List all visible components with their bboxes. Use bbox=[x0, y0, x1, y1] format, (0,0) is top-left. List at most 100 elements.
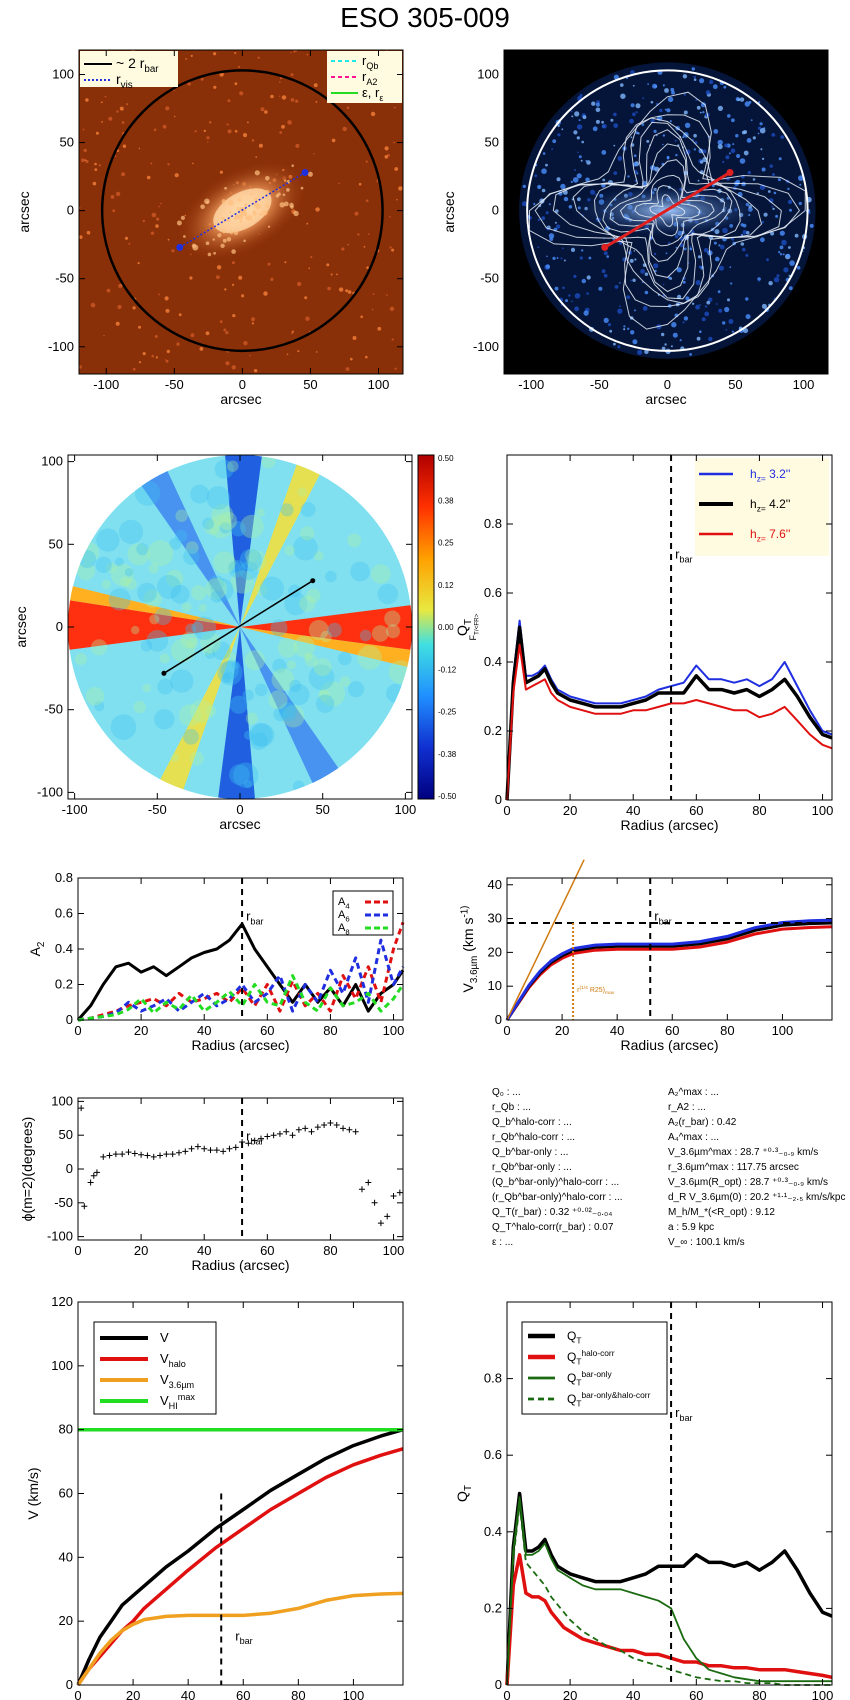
fourier-legend-label: A6 bbox=[338, 909, 350, 923]
image-clump bbox=[236, 206, 240, 211]
rotation-series-mid bbox=[505, 921, 833, 1021]
image-star bbox=[231, 365, 236, 370]
image-clump bbox=[226, 237, 232, 242]
residual-contour bbox=[602, 143, 733, 278]
residual-speckle bbox=[715, 303, 718, 305]
text-part: V (km/s) bbox=[25, 1467, 41, 1519]
image-star bbox=[363, 246, 366, 248]
image-clump bbox=[254, 170, 260, 176]
qt_decomp-xtick-label: 40 bbox=[626, 1688, 640, 1700]
gravity_map-blob bbox=[202, 517, 215, 530]
residual-speckle bbox=[696, 336, 701, 341]
gravity_map-blob bbox=[320, 630, 332, 643]
velocity-series-2 bbox=[76, 1591, 404, 1686]
gravity_map-blob bbox=[180, 631, 198, 649]
image-star bbox=[101, 121, 103, 123]
residual-speckle bbox=[573, 130, 578, 135]
residual-speckle bbox=[571, 115, 574, 118]
residual-speckle bbox=[576, 124, 583, 130]
residual-speckle bbox=[576, 136, 580, 140]
phase-point bbox=[78, 1105, 85, 1112]
residual-speckle bbox=[683, 247, 687, 251]
text-part: z= bbox=[757, 474, 766, 484]
image-star bbox=[216, 265, 222, 270]
residual-speckle bbox=[545, 163, 548, 167]
phase-xtick-label: 60 bbox=[260, 1243, 274, 1258]
residual-speckle bbox=[727, 298, 730, 302]
text-part: bar bbox=[679, 1413, 692, 1423]
image-clump bbox=[213, 251, 217, 255]
residual-speckle bbox=[614, 285, 619, 289]
image-legend-label: ε, rε bbox=[362, 85, 383, 103]
residual-speckle bbox=[592, 126, 598, 132]
gravity_map-blob bbox=[178, 704, 202, 727]
phase-xtick-label: 100 bbox=[383, 1243, 405, 1258]
image-clump bbox=[192, 244, 199, 251]
image-star bbox=[153, 128, 157, 132]
text-part: Radius (arcsec) bbox=[191, 1037, 289, 1053]
residual-speckle bbox=[623, 325, 626, 328]
image-star bbox=[255, 156, 258, 158]
image-star bbox=[98, 164, 101, 167]
image-star bbox=[341, 247, 345, 251]
image-clump bbox=[180, 215, 185, 220]
text-part: Q bbox=[567, 1371, 576, 1385]
gravity_map-blob bbox=[229, 561, 241, 573]
gravity_map-blob bbox=[198, 604, 207, 612]
phase-point bbox=[346, 1126, 353, 1133]
qt_models-xtick-label: 20 bbox=[563, 803, 577, 818]
image-clump bbox=[229, 231, 233, 235]
fourier-xlabel: Radius (arcsec) bbox=[191, 1037, 289, 1053]
residual-speckle bbox=[556, 224, 561, 229]
text-part: 3.2'' bbox=[766, 467, 791, 481]
image-star bbox=[224, 288, 227, 291]
gravity_map-blob bbox=[206, 486, 231, 510]
residual-speckle bbox=[644, 290, 649, 295]
info-right-row: A₂^max : ... bbox=[668, 1087, 719, 1098]
image-star bbox=[85, 98, 89, 102]
text-part: halo bbox=[169, 1359, 186, 1369]
residual-speckle bbox=[675, 153, 678, 157]
residual-speckle bbox=[689, 245, 692, 248]
residual-speckle bbox=[609, 329, 613, 333]
text-part: T bbox=[576, 1336, 581, 1346]
residual-speckle bbox=[713, 129, 719, 134]
gravity_map-blob bbox=[94, 701, 105, 712]
text-part: vis bbox=[121, 80, 133, 91]
text-part: r bbox=[675, 547, 680, 562]
residual-speckle bbox=[647, 83, 649, 85]
residual-speckle bbox=[674, 139, 677, 142]
qt_decomp-legend-label: QTbar-only bbox=[567, 1369, 613, 1387]
qt_models-xtick-label: 60 bbox=[689, 803, 703, 818]
gravity_map-blob bbox=[271, 668, 295, 691]
image-star bbox=[100, 101, 103, 104]
gravity_map-blob bbox=[213, 551, 236, 574]
image-clump bbox=[233, 230, 239, 236]
phase-point bbox=[220, 1148, 227, 1155]
image-star bbox=[234, 52, 237, 54]
residual-speckle bbox=[571, 300, 573, 303]
residual-bar-end bbox=[726, 169, 734, 177]
gravity_map-bar-end bbox=[310, 578, 316, 584]
gravity_map-blob bbox=[245, 712, 258, 725]
residual-speckle bbox=[548, 203, 551, 206]
image-clump bbox=[227, 199, 234, 206]
image-clump bbox=[262, 210, 268, 216]
residual-speckle bbox=[677, 294, 682, 299]
image-star bbox=[142, 352, 146, 356]
image-star bbox=[116, 110, 119, 113]
residual-speckle bbox=[773, 191, 777, 195]
residual-speckle bbox=[706, 300, 711, 305]
image-star bbox=[199, 347, 204, 351]
image-star bbox=[156, 217, 160, 221]
residual-speckle bbox=[712, 84, 718, 90]
text-part: bar bbox=[144, 64, 159, 75]
image-star bbox=[394, 167, 399, 171]
image-star bbox=[310, 256, 313, 259]
residual-speckle bbox=[595, 107, 601, 113]
gravity_map-blob bbox=[165, 569, 184, 588]
image-star bbox=[219, 170, 223, 174]
residual-speckle bbox=[630, 136, 633, 139]
text-part: r bbox=[235, 1628, 240, 1643]
